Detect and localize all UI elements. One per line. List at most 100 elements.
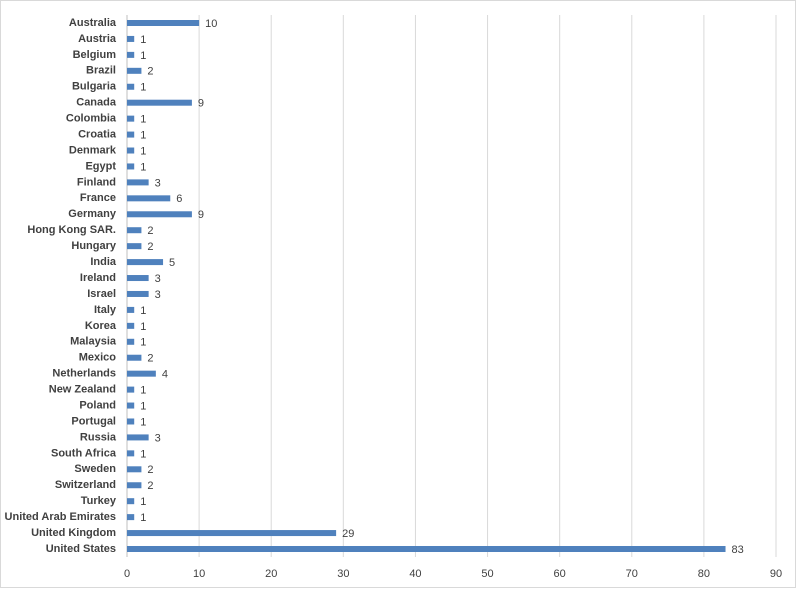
- data-label: 2: [147, 480, 153, 492]
- data-label: 1: [140, 337, 146, 349]
- bar: [127, 338, 135, 345]
- data-label: 3: [155, 273, 161, 285]
- data-label: 1: [140, 416, 146, 428]
- y-tick-label: Portugal: [71, 415, 116, 427]
- y-tick-label: Sweden: [74, 463, 116, 475]
- bar: [127, 83, 135, 90]
- y-tick-label: Turkey: [81, 495, 117, 507]
- bar: [127, 227, 142, 234]
- y-tick-label: Italy: [94, 304, 117, 316]
- x-tick-label: 90: [770, 568, 782, 580]
- bar: [127, 195, 171, 202]
- y-tick-label: France: [80, 192, 116, 204]
- data-label: 5: [169, 257, 175, 269]
- bar: [127, 147, 135, 154]
- y-tick-label: Russia: [80, 431, 117, 443]
- y-tick-label: Mexico: [79, 352, 117, 364]
- data-label: 1: [140, 50, 146, 62]
- bar: [127, 370, 156, 377]
- x-tick-label: 80: [698, 568, 710, 580]
- bar: [127, 482, 142, 489]
- bar: [127, 259, 164, 266]
- y-tick-label: Austria: [78, 33, 117, 45]
- x-tick-label: 30: [337, 568, 349, 580]
- bar: [127, 243, 142, 250]
- data-label: 10: [205, 18, 217, 30]
- data-label: 1: [140, 512, 146, 524]
- bar: [127, 275, 149, 282]
- data-label: 1: [140, 385, 146, 397]
- data-label: 83: [732, 544, 744, 556]
- x-tick-label: 60: [554, 568, 566, 580]
- data-label: 1: [140, 321, 146, 333]
- x-tick-label: 40: [409, 568, 421, 580]
- bar: [127, 290, 149, 297]
- y-tick-label: Germany: [68, 208, 117, 220]
- bar: [127, 546, 726, 552]
- data-label: 2: [147, 225, 153, 237]
- x-tick-label: 50: [481, 568, 493, 580]
- bar: [127, 20, 200, 26]
- bar: [127, 450, 135, 457]
- y-tick-label: United Kingdom: [31, 527, 116, 539]
- data-label: 29: [342, 528, 354, 540]
- y-tick-label: India: [90, 256, 117, 268]
- data-label: 9: [198, 98, 204, 110]
- bar: [127, 322, 135, 329]
- y-tick-label: Ireland: [80, 272, 116, 284]
- y-tick-label: Israel: [87, 288, 116, 300]
- data-label: 1: [140, 82, 146, 94]
- bar: [127, 131, 135, 138]
- data-label: 3: [155, 177, 161, 189]
- data-label: 1: [140, 114, 146, 126]
- y-tick-label: Colombia: [66, 113, 117, 125]
- y-tick-label: United States: [46, 543, 116, 555]
- y-tick-label: Malaysia: [70, 336, 117, 348]
- y-tick-label: Canada: [76, 97, 117, 109]
- y-tick-label: Brazil: [86, 65, 116, 77]
- bar: [127, 514, 135, 521]
- data-label: 1: [140, 305, 146, 317]
- y-tick-label: Finland: [77, 176, 116, 188]
- y-tick-label: Hungary: [71, 240, 117, 252]
- data-label: 3: [155, 432, 161, 444]
- x-tick-label: 10: [193, 568, 205, 580]
- bar: [127, 306, 135, 313]
- bar: [127, 35, 135, 42]
- y-tick-label: Bulgaria: [72, 81, 117, 93]
- y-tick-label: Netherlands: [52, 368, 116, 380]
- bar: [127, 51, 135, 58]
- data-label: 3: [155, 289, 161, 301]
- y-tick-label: United Arab Emirates: [5, 511, 116, 523]
- y-tick-label: Egypt: [85, 160, 116, 172]
- data-label: 2: [147, 66, 153, 78]
- y-tick-label: Croatia: [78, 128, 117, 140]
- y-tick-label: New Zealand: [49, 384, 116, 396]
- bar: [127, 67, 142, 74]
- data-label: 4: [162, 369, 168, 381]
- data-label: 1: [140, 161, 146, 173]
- x-tick-label: 20: [265, 568, 277, 580]
- bar: [127, 402, 135, 409]
- bar: [127, 466, 142, 473]
- bar: [127, 179, 149, 186]
- data-label: 9: [198, 209, 204, 221]
- data-label: 2: [147, 353, 153, 365]
- data-label: 1: [140, 145, 146, 157]
- bar: [127, 418, 135, 425]
- x-tick-label: 70: [626, 568, 638, 580]
- bar: [127, 498, 135, 505]
- data-label: 2: [147, 241, 153, 253]
- bar: [127, 99, 192, 106]
- bar: [127, 115, 135, 122]
- data-label: 1: [140, 400, 146, 412]
- bar: [127, 386, 135, 393]
- y-tick-label: Korea: [85, 320, 117, 332]
- y-tick-label: Belgium: [73, 49, 117, 61]
- bar: [127, 163, 135, 170]
- y-tick-label: Switzerland: [55, 479, 116, 491]
- bar: [127, 434, 149, 441]
- data-label: 1: [140, 448, 146, 460]
